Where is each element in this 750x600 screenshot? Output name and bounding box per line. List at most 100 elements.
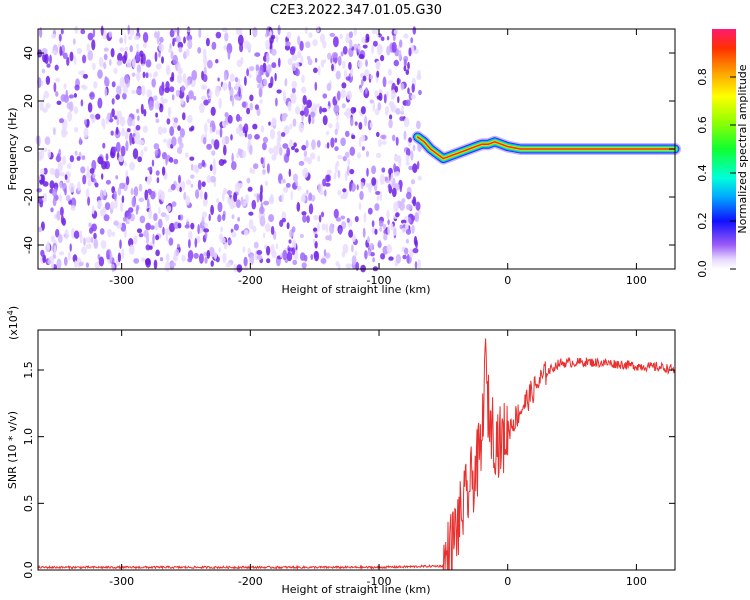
noise-blob [235,127,241,135]
noise-blob [111,231,116,237]
noise-blob [401,198,406,204]
noise-blob [378,92,383,102]
noise-blob [262,232,266,239]
noise-blob [88,222,92,228]
noise-blob [121,248,125,260]
noise-blob [351,244,354,253]
noise-blob [249,102,254,111]
noise-blob [104,77,110,87]
noise-blob [285,183,291,188]
noise-blob [201,95,207,101]
noise-blob [135,124,141,131]
noise-blob [182,112,186,121]
noise-blob [51,33,57,39]
noise-blob [124,131,129,141]
noise-blob [266,64,272,74]
noise-blob [159,257,164,262]
noise-blob [349,117,354,127]
noise-blob [306,215,310,224]
noise-blob [301,144,307,151]
noise-blob [61,127,67,138]
noise-blob [187,258,193,263]
noise-blob [357,152,361,159]
noise-blob [348,61,352,70]
noise-blob [142,125,148,133]
noise-blob [374,228,378,235]
noise-blob [155,249,160,257]
noise-blob [325,131,330,136]
noise-blob [314,233,318,239]
noise-blob [186,179,192,185]
noise-blob [258,87,263,98]
noise-blob [397,96,400,104]
noise-blob [177,125,181,131]
noise-blob [390,223,394,231]
noise-blob [238,183,243,188]
noise-blob [101,160,107,170]
noise-blob [166,118,171,125]
noise-blob [403,117,410,128]
noise-blob [156,177,160,184]
noise-blob [213,251,217,260]
noise-blob [133,258,140,264]
noise-blob [142,53,146,65]
y-tick-label: 20 [22,94,35,108]
snr-y-multiplier-exp: 4 [6,310,15,315]
noise-blob [405,228,412,235]
noise-blob [386,209,390,220]
noise-blob [233,192,238,202]
noise-blob [308,32,313,39]
noise-blob [140,53,144,65]
noise-blob [300,252,306,261]
noise-blob [335,217,342,222]
noise-blob [178,174,181,184]
noise-blob [351,255,357,266]
noise-blob [187,114,193,124]
noise-blob [285,41,291,47]
noise-blob [344,171,348,182]
noise-blob [138,197,145,203]
noise-blob [82,174,87,185]
noise-blob [406,203,412,211]
noise-blob [197,224,200,235]
noise-blob [141,257,146,262]
noise-blob [87,50,93,61]
noise-blob [262,142,267,151]
noise-blob [417,69,421,78]
noise-blob [234,96,241,101]
colorbar-ticks: 0.0 0.2 0.4 0.6 0.8 [696,68,736,278]
noise-blob [169,222,175,233]
y-tick-label: -20 [22,188,35,206]
noise-blob [342,188,347,193]
noise-blob [247,186,253,192]
noise-blob [87,178,92,187]
noise-blob [126,128,131,133]
noise-blob [383,93,387,104]
noise-blob [320,258,327,264]
noise-blob [83,237,86,246]
noise-blob [283,90,286,101]
noise-blob [186,34,193,42]
noise-blob [152,72,157,78]
noise-blob [81,155,86,161]
noise-blob [263,78,268,86]
noise-blob [46,63,51,68]
noise-blob [111,81,116,88]
noise-blob [224,112,229,118]
noise-blob [234,76,239,83]
colorbar: 0.0 0.2 0.4 0.6 0.8 Normalized spectral ampl… [696,29,749,278]
noise-blob [206,174,211,184]
noise-blob [218,247,221,253]
noise-blob [410,150,414,161]
noise-blob [132,58,136,68]
noise-blob [306,55,311,61]
noise-blob [125,140,129,152]
snr-plot-area [38,330,675,570]
noise-blob [326,142,330,149]
noise-blob [172,122,178,129]
snr-x-axis-label: Height of straight line (km) [281,583,430,596]
noise-blob [365,59,368,67]
noise-blob [303,156,310,162]
noise-blob [172,54,178,65]
x-tick-label: 0 [504,575,511,588]
